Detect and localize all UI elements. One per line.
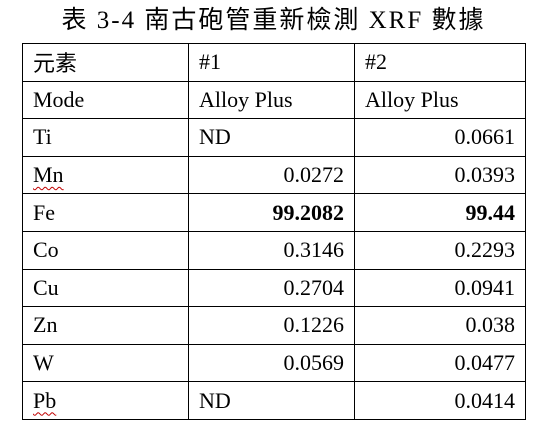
row-element: Ti — [22, 118, 189, 157]
row-value-sample-2: 0.0941 — [354, 268, 526, 308]
table-header-row: 元素 #1 #2 — [22, 43, 526, 82]
table-row: Mode Alloy Plus Alloy Plus — [22, 80, 526, 120]
row-element: Mn — [33, 162, 64, 188]
table-row: Zn 0.1226 0.038 — [22, 306, 526, 345]
row-value-sample-2: 99.44 — [354, 193, 526, 232]
row-value-sample-1: Alloy Plus — [188, 80, 355, 120]
table-row: Co 0.3146 0.2293 — [22, 230, 526, 270]
row-element: W — [22, 343, 189, 383]
row-element: Zn — [22, 306, 189, 345]
row-value-sample-1: 0.2704 — [188, 268, 355, 308]
table-row: Fe 99.2082 99.44 — [22, 193, 526, 232]
row-value-sample-2: 0.0393 — [354, 155, 526, 195]
row-element: Cu — [22, 268, 189, 308]
xrf-data-table: 元素 #1 #2 Mode Alloy Plus Alloy Plus Ti N… — [22, 43, 526, 420]
row-value-sample-2: 0.0661 — [354, 118, 526, 157]
row-value-sample-1: 0.1226 — [188, 306, 355, 345]
row-value-sample-2: 0.0477 — [354, 343, 526, 383]
row-value-sample-1: 0.3146 — [188, 230, 355, 270]
table-row: Cu 0.2704 0.0941 — [22, 268, 526, 308]
table-caption: 表 3-4 南古砲管重新檢測 XRF 數據 — [61, 7, 486, 34]
row-value-sample-1: 99.2082 — [188, 193, 355, 232]
row-value-sample-1: 0.0272 — [188, 155, 355, 195]
table-row: Pb ND 0.0414 — [22, 381, 526, 420]
row-element: Fe — [22, 193, 189, 232]
row-value-sample-2: 0.2293 — [354, 230, 526, 270]
table-row: Ti ND 0.0661 — [22, 118, 526, 157]
row-value-sample-2: 0.038 — [354, 306, 526, 345]
row-value-sample-1: ND — [188, 118, 355, 157]
header-sample-2: #2 — [354, 43, 526, 82]
row-value-sample-1: 0.0569 — [188, 343, 355, 383]
header-element: 元素 — [22, 43, 189, 82]
row-element: Mode — [22, 80, 189, 120]
table-row: W 0.0569 0.0477 — [22, 343, 526, 383]
row-value-sample-1: ND — [188, 381, 355, 420]
row-value-sample-2: 0.0414 — [354, 381, 526, 420]
row-element: Co — [22, 230, 189, 270]
row-value-sample-2: Alloy Plus — [354, 80, 526, 120]
row-element: Pb — [33, 387, 57, 413]
table-row: Mn 0.0272 0.0393 — [22, 155, 526, 195]
header-sample-1: #1 — [188, 43, 355, 82]
